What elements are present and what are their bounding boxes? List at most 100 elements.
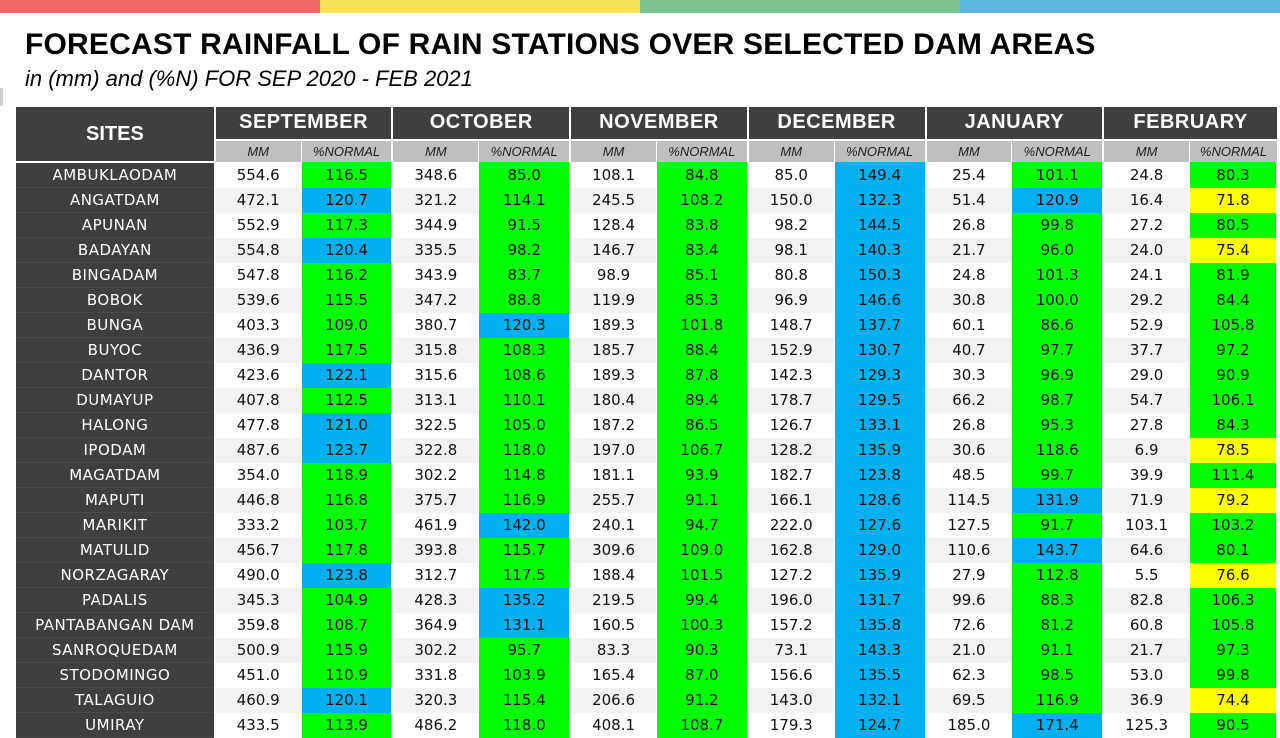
mm-value: 322.8 [391,437,479,463]
pct-normal-value: 90.9 [1189,362,1278,388]
pct-normal-value: 105.0 [478,412,572,438]
pct-normal-value: 131.1 [478,612,572,638]
mm-value: 25.4 [924,162,1012,188]
mm-value: 30.8 [924,287,1012,313]
mm-value: 73.1 [746,637,835,663]
pct-normal-value: 83.8 [655,212,749,238]
left-edge-mark [0,88,3,106]
site-name: TALAGUIO [16,687,215,713]
table-row: BADAYAN 554.8 120.4 335.5 98.2 146.7 83.4 98.1 1… [16,237,1278,263]
pct-normal-value: 135.9 [833,437,927,463]
site-name: ANGATDAM [16,187,215,213]
pct-normal-subheader: %NORMAL [478,138,571,162]
mm-value: 166.1 [746,487,835,513]
table-row: MARIKIT 333.2 103.7 461.9 142.0 240.1 94.7 222.… [16,512,1278,538]
site-name: BADAYAN [16,237,215,263]
mm-value: 142.3 [746,362,835,388]
mm-value: 127.5 [924,512,1012,538]
site-name: SANROQUEDAM [16,637,215,663]
month-header-january: JANUARY [924,107,1104,140]
page-title: FORECAST RAINFALL OF RAIN STATIONS OVER … [25,28,1096,61]
pct-normal-value: 112.5 [300,387,394,413]
mm-value: 128.4 [569,212,657,238]
mm-subheader: MM [1102,138,1190,162]
pct-normal-value: 86.5 [655,412,749,438]
pct-normal-value: 146.6 [833,287,927,313]
mm-value: 347.2 [391,287,479,313]
table-row: ANGATDAM 472.1 120.7 321.2 114.1 245.5 108.2 15… [16,187,1278,213]
mm-value: 152.9 [746,337,835,363]
table-row: PANTABANGAN DAM 359.8 108.7 364.9 131.1 160.5… [16,612,1278,638]
pct-normal-value: 123.8 [300,562,394,588]
mm-value: 52.9 [1102,312,1190,338]
site-name: PANTABANGAN DAM [16,612,215,638]
table-row: SANROQUEDAM 500.9 115.9 302.2 95.7 83.3 90.3 73… [16,637,1278,663]
mm-value: 196.0 [746,587,835,613]
pct-normal-value: 150.3 [833,262,927,288]
mm-value: 30.6 [924,437,1012,463]
pct-normal-value: 87.8 [655,362,749,388]
mm-value: 197.0 [569,437,657,463]
site-name: MAGATDAM [16,462,215,488]
mm-value: 312.7 [391,562,479,588]
pct-normal-value: 137.7 [833,312,927,338]
mm-value: 320.3 [391,687,479,713]
pct-normal-subheader: %NORMAL [1011,138,1104,162]
mm-value: 72.6 [924,612,1012,638]
mm-value: 54.7 [1102,387,1190,413]
mm-value: 71.9 [1102,487,1190,513]
pct-normal-value: 81.2 [1011,612,1105,638]
pct-normal-value: 96.0 [1011,237,1105,263]
mm-value: 85.0 [746,162,835,188]
mm-value: 143.0 [746,687,835,713]
pct-normal-value: 87.0 [655,662,749,688]
pct-normal-value: 108.6 [478,362,572,388]
pct-normal-value: 101.5 [655,562,749,588]
mm-value: 554.6 [213,162,302,188]
mm-value: 486.2 [391,712,479,738]
mm-value: 240.1 [569,512,657,538]
pct-normal-value: 116.5 [300,162,394,188]
mm-value: 98.2 [746,212,835,238]
pct-normal-value: 135.8 [833,612,927,638]
mm-value: 80.8 [746,262,835,288]
pct-normal-value: 88.4 [655,337,749,363]
pct-normal-value: 142.0 [478,512,572,538]
site-name: APUNAN [16,212,215,238]
site-name: BINGADAM [16,262,215,288]
mm-value: 255.7 [569,487,657,513]
table-row: AMBUKLAODAM 554.6 116.5 348.6 85.0 108.1 84.8 8… [16,162,1278,188]
table-row: NORZAGARAY 490.0 123.8 312.7 117.5 188.4 101.5… [16,562,1278,588]
mm-value: 333.2 [213,512,302,538]
pct-normal-value: 103.9 [478,662,572,688]
pct-normal-value: 106.7 [655,437,749,463]
mm-value: 222.0 [746,512,835,538]
mm-value: 82.8 [1102,587,1190,613]
mm-value: 66.2 [924,387,1012,413]
pct-normal-value: 83.7 [478,262,572,288]
pct-normal-value: 116.9 [478,487,572,513]
pct-normal-value: 101.1 [1011,162,1105,188]
mm-value: 487.6 [213,437,302,463]
mm-value: 29.0 [1102,362,1190,388]
mm-value: 500.9 [213,637,302,663]
site-name: NORZAGARAY [16,562,215,588]
mm-value: 343.9 [391,262,479,288]
mm-value: 36.9 [1102,687,1190,713]
pct-normal-value: 120.4 [300,237,394,263]
pct-normal-value: 131.9 [1011,487,1105,513]
top-bar-blue [960,0,1280,13]
mm-value: 472.1 [213,187,302,213]
pct-normal-value: 76.6 [1189,562,1278,588]
table-row: BINGADAM 547.8 116.2 343.9 83.7 98.9 85.1 80.8 1… [16,262,1278,288]
sites-header: SITES [16,107,215,163]
site-name: PADALIS [16,587,215,613]
mm-value: 27.9 [924,562,1012,588]
pct-normal-value: 83.4 [655,237,749,263]
pct-normal-value: 84.8 [655,162,749,188]
mm-value: 182.7 [746,462,835,488]
pct-normal-value: 144.5 [833,212,927,238]
site-name: MARIKIT [16,512,215,538]
mm-value: 119.9 [569,287,657,313]
mm-value: 60.1 [924,312,1012,338]
